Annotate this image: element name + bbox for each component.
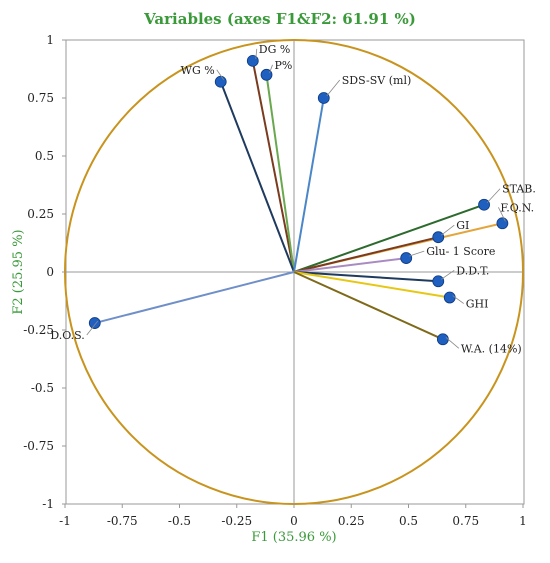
- chart-title: Variables (axes F1&F2: 61.91 %): [143, 10, 416, 28]
- x-tick-label: 0.5: [399, 514, 418, 528]
- variable-label: WG %: [181, 64, 215, 77]
- variable-point: [432, 231, 445, 244]
- x-axis-label: F1 (35.96 %): [251, 530, 336, 545]
- variable-point: [88, 317, 101, 329]
- vector-line: [293, 203, 485, 273]
- variable-label: D.D.T.: [456, 264, 489, 277]
- variable-point: [317, 92, 330, 104]
- variable-label: P%: [275, 59, 293, 72]
- label-leader: [441, 269, 455, 280]
- variable-point: [260, 68, 273, 81]
- x-tick-label: 0: [290, 514, 298, 528]
- vector-line: [293, 257, 407, 273]
- variable-point: [436, 333, 449, 346]
- label-leader: [86, 320, 99, 336]
- label-leader: [452, 295, 464, 304]
- x-tick-label: -0.5: [168, 514, 191, 528]
- label-leader: [326, 79, 341, 97]
- y-tick-label: -0.25: [23, 323, 54, 337]
- y-tick-label: 0.25: [27, 207, 54, 221]
- variable-label: F.Q.N.: [500, 201, 534, 214]
- vectors-layer: [88, 54, 509, 346]
- variable-label: GI: [456, 219, 469, 232]
- y-tick-label: 0: [46, 265, 54, 279]
- y-tick-label: 0.75: [27, 91, 54, 105]
- vector-line: [293, 271, 450, 299]
- variable-label: DG %: [259, 43, 291, 56]
- y-tick-label: -0.75: [23, 439, 54, 453]
- y-tick-label: 0.5: [35, 149, 54, 163]
- y-tick-label: -0.5: [31, 381, 54, 395]
- vector-line: [293, 97, 325, 273]
- vector-line: [293, 271, 439, 283]
- label-leader: [441, 224, 455, 236]
- label-leader: [409, 250, 425, 257]
- variable-label: STAB.: [502, 183, 536, 196]
- variable-label: GHI: [466, 298, 489, 311]
- x-tick-label: -0.25: [221, 514, 252, 528]
- variable-point: [214, 75, 227, 88]
- variable-label: SDS-SV (ml): [342, 74, 412, 87]
- variable-point: [400, 252, 413, 264]
- x-tick-label: -0.75: [107, 514, 138, 528]
- x-tick-label: -1: [59, 514, 71, 528]
- variable-point: [496, 217, 509, 230]
- y-axis-label: F2 (25.95 %): [11, 229, 26, 314]
- y-tick-label: -1: [42, 497, 54, 511]
- ticks-layer: -1 -0.75 -0.5 -0.25 0 0.25 0.5 0.75 1 1 0.75 0.5 0.2…: [23, 33, 527, 528]
- vector-line: [94, 271, 295, 325]
- label-leader: [269, 64, 273, 73]
- x-tick-label: 0.75: [452, 514, 479, 528]
- variable-label: Glu- 1 Score: [426, 245, 495, 258]
- label-leader: [216, 69, 225, 80]
- label-leader: [445, 336, 460, 349]
- vector-line: [219, 81, 295, 273]
- variable-point: [443, 291, 456, 304]
- vector-line: [293, 236, 439, 273]
- vector-line: [293, 271, 444, 341]
- x-tick-label: 0.25: [338, 514, 365, 528]
- label-leader: [255, 48, 258, 59]
- vector-line: [251, 60, 295, 273]
- variable-label: D.O.S.: [50, 329, 84, 342]
- y-tick-label: 1: [46, 33, 54, 47]
- variable-point: [478, 198, 490, 211]
- labels-layer: DG % P% WG % SDS-SV (ml) STAB. F.Q.N. GI Glu- 1…: [50, 43, 536, 355]
- variable-point: [432, 275, 445, 288]
- variable-label: W.A. (14%): [461, 342, 522, 355]
- label-leader: [498, 207, 506, 222]
- variable-point: [246, 54, 259, 67]
- label-leader: [486, 188, 501, 203]
- vector-line: [265, 74, 295, 273]
- x-tick-label: 1: [519, 514, 527, 528]
